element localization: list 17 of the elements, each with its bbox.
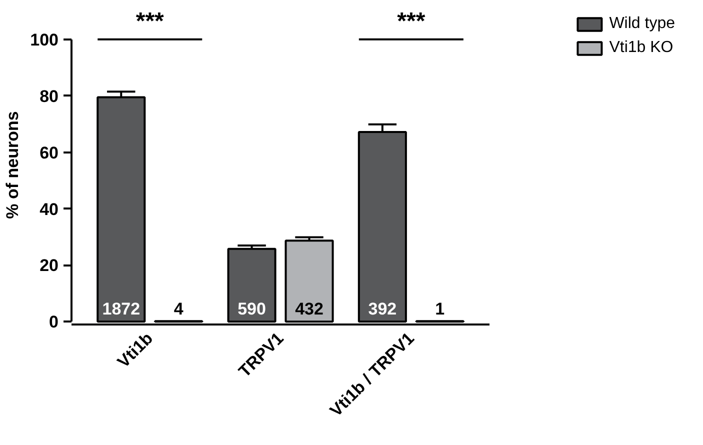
annotation: 4 [174,300,184,319]
annotation: 432 [295,300,324,319]
annotation: 1 [435,300,445,319]
y-tick-label: 80 [40,86,59,106]
annotation: 590 [238,300,266,319]
annotation: 392 [368,300,397,319]
y-tick-label: 100 [30,30,59,50]
y-tick-label: 20 [40,256,59,276]
y-tick-label: 40 [40,200,59,219]
annotation: 1872 [102,300,140,319]
y-axis-title: % of neurons [3,111,22,219]
y-tick-label: 60 [40,143,59,162]
text: *** [397,8,426,36]
legend-label: Wild type [609,15,675,33]
y-tick-label: 0 [49,312,59,332]
legend-label: Vti1b KO [609,39,674,57]
text: *** [136,8,165,36]
